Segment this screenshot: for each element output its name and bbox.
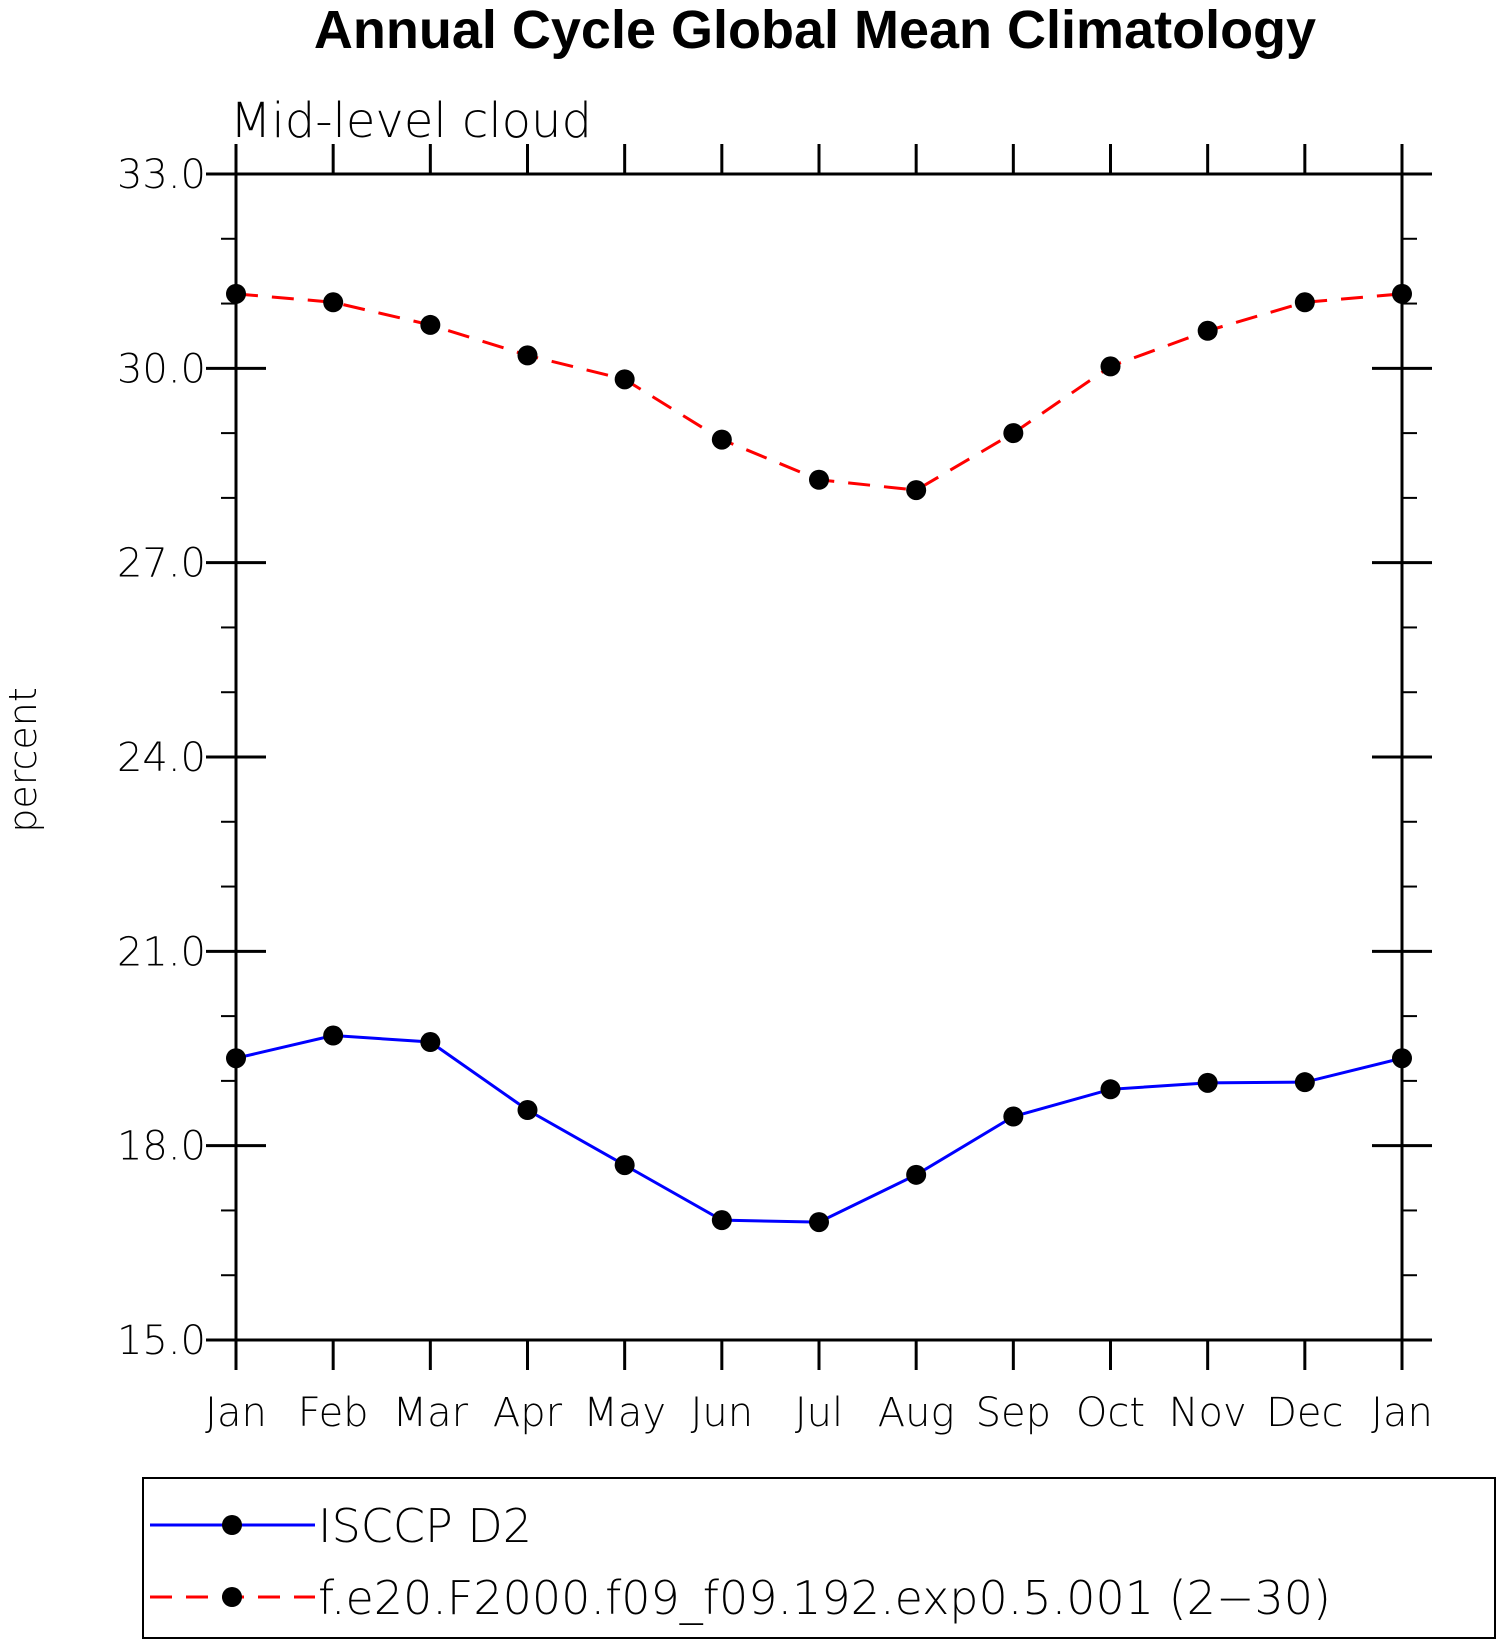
data-point-series-1 xyxy=(1100,356,1121,377)
legend-items: ISCCP D2 f.e20.F2000.f09_f09.192.exp0.5.0… xyxy=(150,1499,1331,1625)
x-tick-label: Jan xyxy=(205,1390,267,1436)
chart-subtitle: Mid-level cloud xyxy=(230,93,592,149)
y-axis-label: percent xyxy=(1,687,45,833)
series-markers xyxy=(226,283,1412,1233)
data-point-series-0 xyxy=(420,1032,441,1053)
x-tick-label: Jun xyxy=(691,1390,754,1436)
x-tick-label: Dec xyxy=(1266,1390,1343,1436)
legend-label-1: f.e20.F2000.f09_f09.192.exp0.5.001 (2−30… xyxy=(318,1571,1331,1625)
y-tick-labels: 15.0 18.0 21.0 24.0 27.0 30.0 33.0 xyxy=(117,152,206,1364)
data-point-series-1 xyxy=(614,369,635,390)
x-tick-label: Mar xyxy=(393,1390,469,1436)
plot-frame xyxy=(234,172,1404,1342)
data-point-series-1 xyxy=(906,480,927,501)
x-tick-label: May xyxy=(583,1390,666,1436)
axis-ticks xyxy=(206,144,1432,1370)
y-tick-label: 18.0 xyxy=(117,1124,206,1170)
data-point-series-0 xyxy=(1100,1079,1121,1100)
series-line-0 xyxy=(235,1034,1403,1224)
x-tick-label: Oct xyxy=(1076,1390,1145,1436)
data-point-series-1 xyxy=(1197,320,1218,341)
legend-box xyxy=(142,1477,1496,1639)
data-point-series-0 xyxy=(1003,1106,1024,1127)
x-tick-label: Jan xyxy=(1371,1390,1433,1436)
data-point-series-0 xyxy=(906,1164,927,1185)
x-tick-label: Jul xyxy=(795,1390,843,1436)
y-tick-label: 24.0 xyxy=(117,735,206,781)
y-tick-label: 21.0 xyxy=(117,929,206,975)
data-point-series-1 xyxy=(1392,283,1412,304)
x-tick-labels: Jan Feb Mar Apr May Jun Jul Aug Sep Oct Nov Dec Jan xyxy=(205,1390,1433,1436)
y-tick-label: 15.0 xyxy=(117,1318,206,1364)
y-tick-label: 30.0 xyxy=(117,346,206,392)
data-point-series-0 xyxy=(323,1025,344,1046)
legend-marker-0 xyxy=(222,1515,242,1535)
data-point-series-1 xyxy=(711,429,732,450)
y-tick-label: 33.0 xyxy=(117,152,206,198)
data-point-series-1 xyxy=(1003,423,1024,444)
data-point-series-0 xyxy=(809,1212,829,1233)
data-point-series-0 xyxy=(226,1048,246,1069)
data-point-series-1 xyxy=(809,469,829,490)
legend-marker-1 xyxy=(222,1587,242,1607)
data-point-series-0 xyxy=(1197,1072,1218,1093)
series-lines xyxy=(235,292,1403,1224)
x-tick-label: Aug xyxy=(878,1390,955,1436)
data-point-series-1 xyxy=(226,283,246,304)
data-point-series-0 xyxy=(517,1100,538,1121)
chart-title: Annual Cycle Global Mean Climatology xyxy=(314,0,1316,60)
x-tick-label: Sep xyxy=(976,1390,1051,1436)
series-line-1 xyxy=(235,292,1403,492)
x-tick-label: Feb xyxy=(298,1390,369,1436)
legend: ISCCP D2 f.e20.F2000.f09_f09.192.exp0.5.0… xyxy=(142,1477,1496,1639)
data-point-series-0 xyxy=(614,1155,635,1176)
data-point-series-1 xyxy=(517,345,538,366)
data-point-series-0 xyxy=(711,1210,732,1231)
x-tick-label: Apr xyxy=(493,1390,563,1436)
y-tick-label: 27.0 xyxy=(117,541,206,587)
x-tick-label: Nov xyxy=(1169,1390,1247,1436)
data-point-series-0 xyxy=(1294,1072,1315,1093)
legend-label-0: ISCCP D2 xyxy=(318,1499,532,1553)
data-point-series-0 xyxy=(1392,1048,1412,1069)
data-point-series-1 xyxy=(420,314,441,335)
data-point-series-1 xyxy=(1294,292,1315,313)
data-point-series-1 xyxy=(323,292,344,313)
